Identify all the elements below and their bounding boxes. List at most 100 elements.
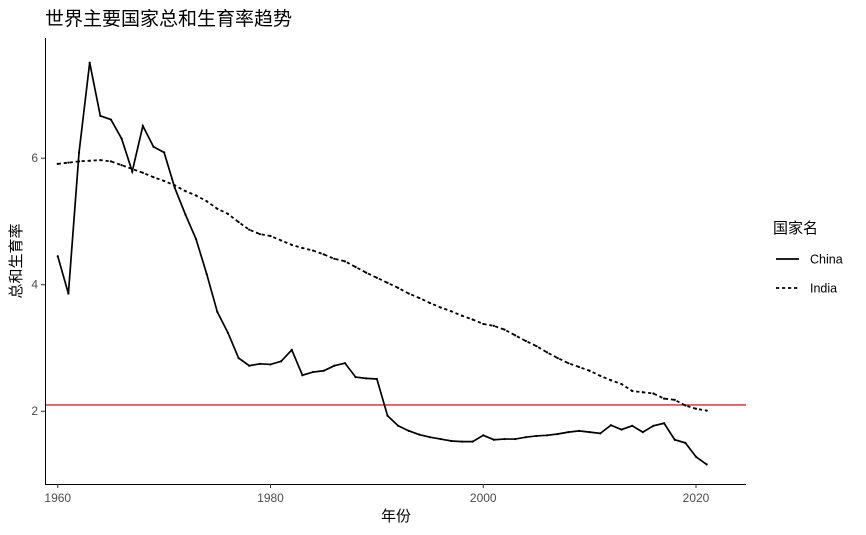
series-line-china (56, 62, 708, 466)
data-point-china-1977 (237, 357, 240, 360)
data-point-india-1975 (216, 207, 219, 210)
series-line-india (57, 159, 707, 412)
data-point-china-1986 (333, 364, 336, 367)
data-point-china-2001 (492, 438, 495, 441)
data-point-china-2005 (535, 434, 538, 438)
data-point-china-2006 (545, 434, 549, 437)
data-point-india-1991 (386, 281, 389, 284)
data-point-china-1979 (258, 362, 261, 365)
data-point-china-1992 (397, 424, 400, 427)
y-axis-title: 总和生育率 (7, 223, 25, 298)
data-point-india-1960 (56, 162, 59, 165)
data-point-china-1980 (269, 363, 272, 366)
data-point-india-1971 (173, 184, 176, 187)
data-point-india-2021 (705, 409, 708, 412)
data-point-india-2014 (631, 389, 634, 393)
data-point-india-2009 (577, 365, 581, 369)
data-point-india-1966 (120, 164, 123, 167)
data-point-china-1987 (343, 362, 347, 365)
data-point-india-1965 (109, 160, 113, 163)
data-point-china-2011 (599, 432, 602, 435)
data-point-india-1996 (439, 306, 442, 309)
data-point-china-1974 (205, 272, 208, 276)
data-point-india-1988 (354, 265, 357, 269)
data-point-china-1990 (375, 377, 378, 381)
data-point-china-2010 (588, 431, 591, 434)
data-point-china-1969 (152, 145, 155, 148)
data-point-china-2012 (609, 424, 613, 427)
data-point-china-1981 (280, 360, 283, 363)
data-point-china-1966 (120, 137, 123, 140)
data-point-india-1970 (163, 179, 166, 183)
data-point-china-1965 (109, 118, 113, 121)
data-point-china-2002 (503, 437, 506, 441)
legend-label-india: India (810, 282, 837, 296)
data-point-china-1988 (354, 375, 357, 379)
data-point-china-1971 (173, 186, 176, 190)
data-point-india-2016 (652, 392, 655, 395)
data-point-china-1994 (418, 433, 421, 436)
x-tick-label-1960: 1960 (44, 491, 71, 505)
data-point-china-1973 (194, 238, 198, 241)
data-point-india-1967 (131, 167, 134, 171)
data-point-india-1992 (397, 286, 400, 289)
data-point-china-1982 (290, 348, 293, 351)
legend-label-china: China (810, 253, 843, 267)
data-point-china-1995 (428, 436, 432, 439)
data-point-china-1985 (322, 369, 325, 372)
data-point-india-1999 (471, 318, 474, 321)
data-point-china-1998 (460, 440, 464, 443)
data-point-india-1977 (237, 220, 240, 224)
data-point-india-1998 (460, 314, 464, 317)
data-point-india-2015 (641, 391, 644, 394)
data-point-india-1964 (99, 159, 102, 162)
data-point-china-1999 (471, 440, 474, 443)
data-point-india-2005 (535, 344, 538, 348)
data-point-india-1986 (333, 257, 336, 260)
axis-ticks: 1960 1980 2000 2020 2 4 6 (31, 151, 709, 505)
data-point-china-2019 (684, 441, 687, 444)
data-point-india-1969 (152, 176, 155, 179)
data-point-india-1974 (205, 200, 208, 203)
data-point-india-2006 (545, 351, 549, 354)
data-point-china-2017 (662, 422, 666, 425)
data-point-india-1963 (88, 159, 91, 162)
data-point-china-2009 (577, 429, 581, 432)
data-point-india-2017 (662, 397, 666, 400)
data-point-china-1961 (67, 292, 70, 295)
data-point-india-1994 (418, 296, 421, 300)
data-point-india-1979 (258, 233, 261, 236)
data-point-china-1962 (77, 151, 81, 154)
data-point-india-1984 (311, 249, 315, 252)
data-point-india-2007 (556, 357, 559, 360)
data-point-india-1968 (141, 171, 144, 174)
series-points (56, 61, 708, 466)
data-point-china-1983 (301, 374, 304, 377)
data-point-china-1997 (450, 439, 453, 443)
data-point-india-2020 (694, 407, 698, 410)
data-point-india-1978 (248, 228, 251, 231)
data-point-india-2019 (684, 404, 687, 407)
data-point-india-2008 (567, 362, 570, 365)
data-point-china-2013 (620, 428, 623, 431)
plot-area (45, 61, 746, 466)
data-point-china-1976 (226, 331, 230, 334)
data-point-china-2007 (556, 432, 559, 436)
data-point-china-1967 (131, 170, 134, 173)
data-point-india-1972 (184, 190, 187, 193)
x-tick-label-2020: 2020 (683, 491, 710, 505)
data-point-india-1989 (365, 271, 368, 274)
data-point-india-2002 (503, 328, 506, 331)
data-point-india-1983 (301, 246, 304, 250)
data-point-china-1963 (88, 61, 91, 64)
data-point-china-2015 (641, 431, 644, 434)
data-point-india-1987 (343, 260, 347, 263)
data-point-china-2021 (705, 463, 708, 466)
data-point-india-1997 (450, 310, 453, 313)
data-point-india-2011 (599, 374, 602, 377)
data-point-india-1962 (77, 160, 81, 163)
data-point-china-1989 (365, 377, 368, 380)
data-point-china-2016 (652, 424, 655, 427)
data-point-india-2001 (492, 324, 495, 327)
